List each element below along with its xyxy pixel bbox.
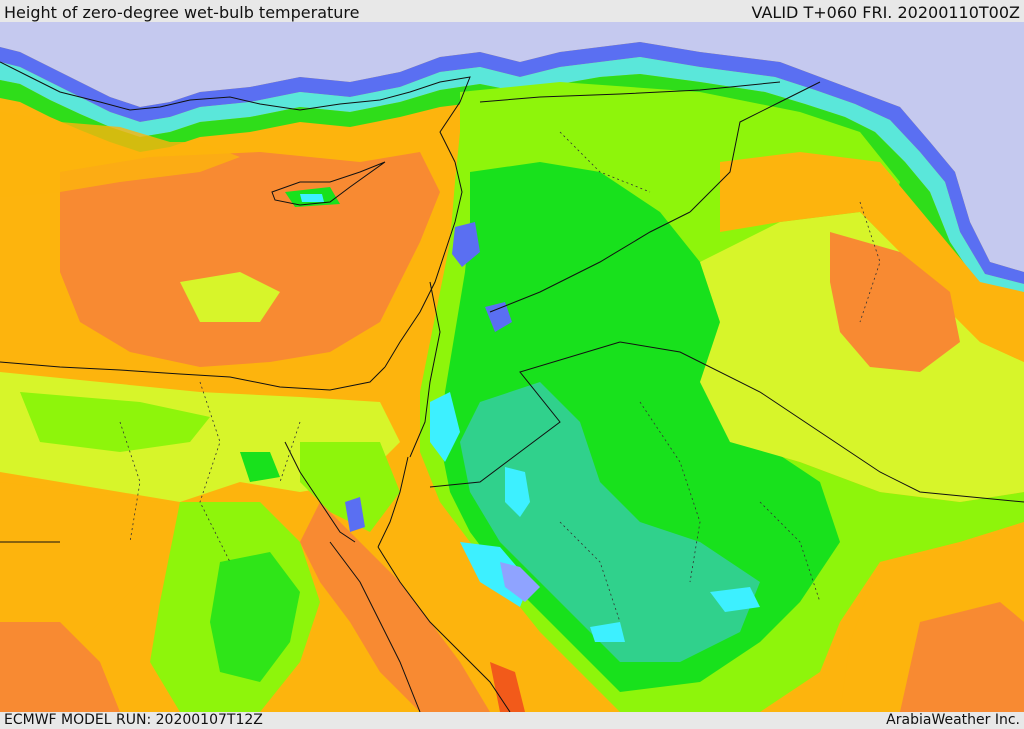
sinai-lime	[300, 442, 400, 532]
mediterranean-dark-orange	[60, 152, 440, 367]
sinai-blue	[345, 497, 365, 532]
cyan-patch-5	[590, 622, 625, 642]
central-teal-zone	[460, 382, 760, 662]
map-title: Height of zero-degree wet-bulb temperatu…	[4, 3, 360, 22]
egypt-lime	[20, 392, 210, 452]
iraq-iran-border	[689, 81, 821, 213]
syria-turkey-border	[479, 81, 781, 103]
valid-time: VALID T+060 FRI. 20200110T00Z	[751, 3, 1020, 22]
sea-yellow-patch	[180, 272, 280, 322]
egypt-south-green	[210, 552, 300, 682]
red-sea-east	[377, 546, 511, 712]
map-canvas	[0, 22, 1024, 712]
red-sea-red	[490, 662, 525, 712]
turkey-coast	[0, 61, 471, 163]
blue-patch-2	[485, 302, 512, 332]
gulf-suez	[284, 441, 356, 543]
model-run-label: ECMWF MODEL RUN: 20200107T12Z	[4, 712, 263, 728]
lebanon-blue	[452, 222, 480, 267]
egypt-far-south	[0, 622, 120, 712]
iraq-saudi-border	[619, 341, 1024, 503]
mediterranean-orange-strip	[0, 112, 240, 197]
cyan-patch-1	[505, 467, 530, 517]
cairo-lime	[240, 452, 280, 482]
gulf-aqaba	[377, 456, 409, 548]
cyprus-outline	[271, 161, 386, 206]
red-sea-dark-orange	[300, 502, 490, 712]
jordan-border	[409, 281, 441, 458]
northern-sea-area	[0, 22, 1024, 272]
red-sea-west	[329, 541, 421, 712]
footer-bar: ECMWF MODEL RUN: 20200107T12Z ArabiaWeat…	[0, 712, 1024, 729]
levant-coast	[384, 161, 463, 368]
cyan-patch-4	[710, 587, 760, 612]
egypt-coast	[0, 361, 386, 391]
cyprus-cyan	[300, 194, 324, 202]
east-dark-orange	[830, 232, 960, 372]
weather-map[interactable]	[0, 22, 1024, 712]
blue-patch-1	[500, 562, 540, 602]
brand-label: ArabiaWeather Inc.	[886, 712, 1020, 728]
title-bar: Height of zero-degree wet-bulb temperatu…	[0, 0, 1024, 22]
southeast-dark-orange	[900, 602, 1024, 712]
syria-iraq-border	[489, 211, 691, 313]
country-borders	[0, 61, 1024, 712]
province-borders	[119, 131, 881, 623]
cyan-patch-2	[430, 392, 460, 462]
jordan-saudi-border	[429, 341, 621, 488]
